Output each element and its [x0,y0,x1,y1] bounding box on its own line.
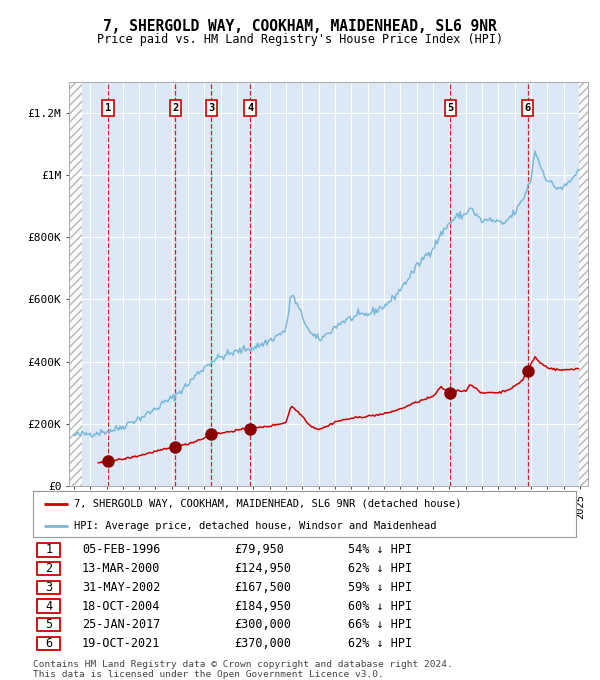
Text: 6: 6 [45,637,52,650]
Text: 1: 1 [105,103,111,113]
Text: 54% ↓ HPI: 54% ↓ HPI [348,543,412,556]
FancyBboxPatch shape [37,562,60,575]
Text: 2: 2 [172,103,178,113]
Text: £167,500: £167,500 [234,581,291,594]
Text: 2: 2 [45,562,52,575]
FancyBboxPatch shape [37,581,60,594]
Text: 7, SHERGOLD WAY, COOKHAM, MAIDENHEAD, SL6 9NR: 7, SHERGOLD WAY, COOKHAM, MAIDENHEAD, SL… [103,19,497,34]
Text: 6: 6 [524,103,531,113]
Text: HPI: Average price, detached house, Windsor and Maidenhead: HPI: Average price, detached house, Wind… [74,521,436,530]
FancyBboxPatch shape [37,618,60,632]
Text: 4: 4 [45,600,52,613]
Text: 31-MAY-2002: 31-MAY-2002 [82,581,160,594]
FancyBboxPatch shape [37,636,60,650]
Text: 7, SHERGOLD WAY, COOKHAM, MAIDENHEAD, SL6 9NR (detached house): 7, SHERGOLD WAY, COOKHAM, MAIDENHEAD, SL… [74,499,461,509]
Text: Contains HM Land Registry data © Crown copyright and database right 2024.: Contains HM Land Registry data © Crown c… [33,660,453,668]
Text: 18-OCT-2004: 18-OCT-2004 [82,600,160,613]
Text: This data is licensed under the Open Government Licence v3.0.: This data is licensed under the Open Gov… [33,670,384,679]
Text: 59% ↓ HPI: 59% ↓ HPI [348,581,412,594]
Text: £184,950: £184,950 [234,600,291,613]
Text: 5: 5 [447,103,454,113]
Text: 5: 5 [45,618,52,631]
FancyBboxPatch shape [37,543,60,557]
Text: 4: 4 [247,103,253,113]
Text: 19-OCT-2021: 19-OCT-2021 [82,637,160,650]
Text: 66% ↓ HPI: 66% ↓ HPI [348,618,412,631]
Text: £300,000: £300,000 [234,618,291,631]
Text: 1: 1 [45,543,52,556]
Text: 62% ↓ HPI: 62% ↓ HPI [348,562,412,575]
Text: 60% ↓ HPI: 60% ↓ HPI [348,600,412,613]
Text: £124,950: £124,950 [234,562,291,575]
FancyBboxPatch shape [37,599,60,613]
Bar [578,82,595,486]
Bar [69,82,82,486]
Text: 3: 3 [208,103,214,113]
Text: 25-JAN-2017: 25-JAN-2017 [82,618,160,631]
Text: £79,950: £79,950 [234,543,284,556]
Text: £370,000: £370,000 [234,637,291,650]
Text: Price paid vs. HM Land Registry's House Price Index (HPI): Price paid vs. HM Land Registry's House … [97,33,503,46]
Text: 13-MAR-2000: 13-MAR-2000 [82,562,160,575]
Text: 3: 3 [45,581,52,594]
Text: 05-FEB-1996: 05-FEB-1996 [82,543,160,556]
Text: 62% ↓ HPI: 62% ↓ HPI [348,637,412,650]
